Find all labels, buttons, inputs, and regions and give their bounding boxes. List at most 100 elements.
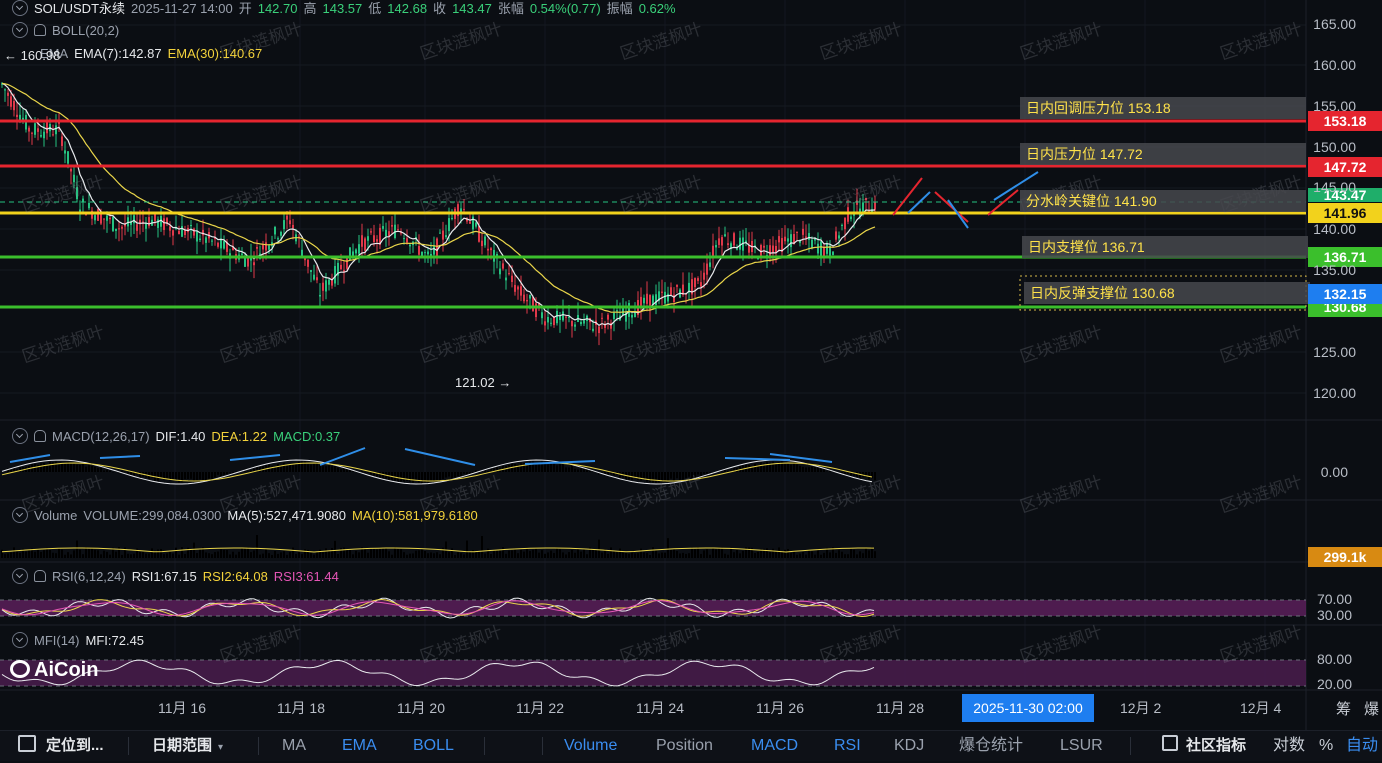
volume-bar — [481, 536, 483, 558]
key-level-label: 日内反弹支撑位 130.68 — [1024, 282, 1310, 304]
candle-body — [646, 294, 648, 304]
indicator-rsi[interactable]: RSI — [834, 731, 861, 761]
indicator-volume[interactable]: Volume — [564, 731, 617, 761]
candle-body — [505, 278, 507, 281]
macd-histogram-bar — [88, 465, 90, 472]
candle-body — [280, 232, 282, 236]
projection-arrow — [893, 178, 922, 215]
candle-body — [103, 218, 105, 219]
volume-bar — [208, 553, 210, 558]
volume-title[interactable]: Volume — [34, 508, 77, 523]
volume-bar — [421, 549, 423, 558]
volume-bar — [223, 550, 225, 558]
volume-bar — [25, 551, 27, 558]
time-axis-tick: 11月 26 — [756, 698, 804, 718]
candle-body — [364, 238, 366, 250]
candle-body — [10, 96, 12, 106]
volume-bar — [838, 550, 840, 558]
candle-body — [721, 237, 723, 245]
candle-body — [541, 312, 543, 318]
volume-bar — [283, 551, 285, 558]
mfi-title[interactable]: MFI(14) — [34, 633, 80, 648]
candle-body — [88, 203, 90, 208]
alert-bell-icon[interactable] — [34, 570, 46, 582]
volume-bar — [169, 552, 171, 558]
community-indicators-button[interactable]: 社区指标 — [1162, 731, 1246, 761]
volume-bar — [787, 549, 789, 558]
rsi-title[interactable]: RSI(6,12,24) — [52, 569, 126, 584]
volume-bar — [502, 547, 504, 558]
macd-histogram-bar — [343, 468, 345, 472]
candle-body — [487, 249, 489, 251]
volume-bar — [805, 555, 807, 558]
volume-bar — [220, 549, 222, 558]
volume-bar — [322, 552, 324, 558]
macd-histogram-bar — [802, 467, 804, 472]
volume-bar — [697, 547, 699, 558]
volume-bar — [490, 554, 492, 558]
high-value: 143.57 — [323, 1, 363, 16]
macd-title[interactable]: MACD(12,26,17) — [52, 429, 150, 444]
volume-bar — [160, 549, 162, 558]
indicator-ma[interactable]: MA — [282, 731, 306, 761]
volume-bar — [691, 547, 693, 558]
macd-histogram-bar — [259, 467, 261, 472]
macd-histogram-bar — [619, 472, 621, 479]
indicator-liquidation[interactable]: 爆仓统计 — [959, 731, 1023, 761]
candle-body — [340, 265, 342, 269]
time-axis-tick: 11月 24 — [636, 698, 684, 718]
rsi-tick-70: 70.00 — [1317, 591, 1352, 607]
indicator-ema[interactable]: EMA — [342, 731, 377, 761]
candle-body — [109, 218, 111, 219]
collapse-chevron-icon[interactable] — [12, 22, 28, 38]
volume-bar — [394, 547, 396, 558]
candle-body — [631, 315, 633, 318]
macd-histogram-bar — [91, 466, 93, 472]
volume-bar — [94, 550, 96, 558]
volume-bar — [277, 554, 279, 558]
date-range-button[interactable]: 日期范围▾ — [152, 731, 223, 761]
volume-bar — [148, 554, 150, 558]
indicator-macd[interactable]: MACD — [751, 731, 798, 761]
collapse-chevron-icon[interactable] — [12, 632, 28, 648]
volume-bar — [64, 555, 66, 558]
candle-body — [499, 269, 501, 275]
liquidation-button[interactable]: 爆 — [1364, 698, 1379, 719]
volume-bar — [286, 555, 288, 558]
macd-histogram-bar — [820, 468, 822, 472]
candle-body — [274, 227, 276, 234]
indicator-boll[interactable]: BOLL — [413, 731, 454, 761]
key-level-price-tag: 147.72 — [1308, 157, 1382, 177]
macd-histogram-bar — [400, 472, 402, 482]
alert-bell-icon[interactable] — [34, 430, 46, 442]
indicator-kdj[interactable]: KDJ — [894, 731, 924, 761]
alert-bell-icon[interactable] — [34, 24, 46, 36]
macd-histogram-bar — [487, 471, 489, 472]
locate-button[interactable]: 定位到... — [18, 731, 104, 761]
macd-histogram-bar — [175, 472, 177, 479]
macd-histogram-bar — [229, 472, 231, 473]
auto-scale-toggle[interactable]: 自动 — [1346, 731, 1378, 761]
volume-bar — [406, 555, 408, 558]
chip-distribution-button[interactable]: 筹 — [1336, 698, 1351, 719]
volume-bar — [859, 551, 861, 558]
candle-body — [424, 252, 426, 253]
candle-body — [856, 201, 858, 205]
percent-scale-toggle[interactable]: % — [1319, 731, 1333, 761]
indicator-position[interactable]: Position — [656, 731, 713, 761]
collapse-chevron-icon[interactable] — [12, 568, 28, 584]
volume-bar — [448, 552, 450, 558]
candle-body — [163, 218, 165, 230]
log-scale-toggle[interactable]: 对数 — [1273, 731, 1305, 761]
collapse-chevron-icon[interactable] — [12, 0, 28, 16]
toolbar-divider — [542, 737, 543, 755]
indicator-lsur[interactable]: LSUR — [1060, 731, 1103, 761]
candle-body — [217, 243, 219, 247]
collapse-chevron-icon[interactable] — [12, 507, 28, 523]
macd-dea: DEA:1.22 — [211, 429, 267, 444]
volume-ma5: MA(5):527,471.9080 — [227, 508, 346, 523]
collapse-chevron-icon[interactable] — [12, 428, 28, 444]
boll-label[interactable]: BOLL(20,2) — [52, 23, 119, 38]
